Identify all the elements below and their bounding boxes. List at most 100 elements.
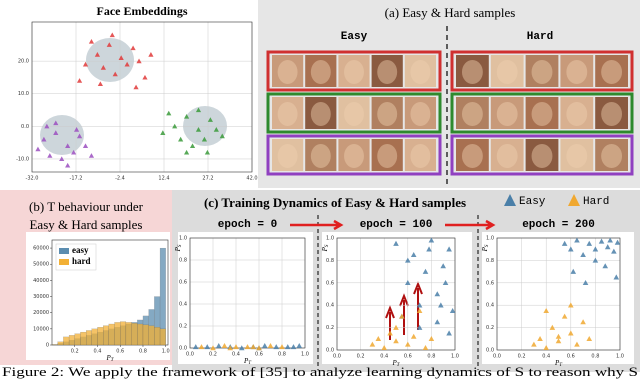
face-grid [266,50,634,176]
point [273,344,280,350]
bar [154,327,161,346]
bar [131,323,138,346]
point [399,313,405,319]
point [227,345,234,351]
x-tick-label: 0.2 [357,354,365,360]
x-tick-label: -2.4 [115,176,125,182]
x-tick-label: 0.2 [71,349,79,355]
axis-label-symbol: P [105,354,111,362]
face-shape [531,102,553,126]
axis-label-subscript: S [178,244,183,247]
x-tick-label: 0.4 [380,354,388,360]
axis-label-subscript: T [111,358,115,363]
bar [63,336,70,346]
point [543,308,549,314]
point [44,123,50,129]
face-shape [601,102,623,126]
face-shape [310,102,331,126]
y-tick-label: 20.0 [18,59,29,65]
y-tick-label: 60000 [33,246,49,252]
point [393,338,399,344]
y-tick-label: 0.6 [179,280,187,286]
face-image [404,139,436,171]
y-tick-label: 0.8 [326,258,334,264]
face-image [490,139,524,171]
legend-swatch [59,248,69,254]
y-tick-label: 0.0 [21,124,29,130]
x-tick-label: 42.0 [246,176,257,182]
point [94,52,101,57]
point [166,110,172,116]
point [393,324,399,330]
bar [68,335,75,346]
point [219,133,225,139]
column-label: Hard [527,31,553,43]
point [204,344,211,350]
bar [137,323,144,346]
axis-label-subscript: T [248,361,252,366]
bar [103,325,109,346]
face-image [525,55,559,87]
point [82,61,89,67]
point [172,123,178,129]
point [142,74,148,80]
point [284,344,291,350]
y-tick-label: -10.0 [16,156,29,162]
point [428,336,435,342]
face-row-frame [266,134,442,176]
point [267,343,274,349]
point [531,341,537,347]
face-row-frame [450,50,634,92]
x-tick-label: 1.0 [451,354,459,360]
face-image [595,55,628,87]
point [604,244,611,250]
point [279,344,285,350]
x-tick-label: 0.8 [278,352,286,358]
face-row-frame [450,92,634,134]
point [416,324,423,330]
cluster-blob [40,115,84,155]
point [233,344,239,350]
point [213,127,219,132]
point [387,330,393,336]
point [375,336,382,342]
face-shape [277,144,298,168]
point [178,136,184,142]
caption: Figure 2: We apply the framework of [35]… [2,364,638,379]
point [65,143,71,148]
point [130,45,136,51]
point [192,344,199,350]
face-image [490,55,524,87]
face-shape [461,60,483,84]
point [574,237,580,243]
y-tick-label: 10000 [33,326,49,332]
point [449,308,456,314]
point [405,257,411,263]
x-tick-label: 0.6 [404,354,412,360]
face-shape [377,60,398,84]
axis-label-symbol: P [321,246,329,252]
face-image [272,97,304,129]
panel-a-title: (a) Easy & Hard samples [385,5,516,20]
face-image [560,55,594,87]
point [561,313,568,319]
face-image [305,97,337,129]
face-shape [410,102,431,126]
point [446,330,452,336]
point [440,263,446,269]
point [574,341,580,347]
bar [97,327,104,346]
bar [74,333,81,346]
point [405,341,411,347]
point [35,146,41,152]
face-shape [410,60,431,84]
point [602,263,609,269]
x-tick-label: 0.6 [567,354,575,360]
y-tick-label: 0.4 [326,303,334,309]
face-image [272,55,304,87]
y-tick-label: 0.2 [486,325,494,331]
point [592,246,599,252]
face-shape [461,102,483,126]
x-tick-label: 0.0 [333,354,341,360]
y-tick-label: 10.0 [18,91,29,97]
